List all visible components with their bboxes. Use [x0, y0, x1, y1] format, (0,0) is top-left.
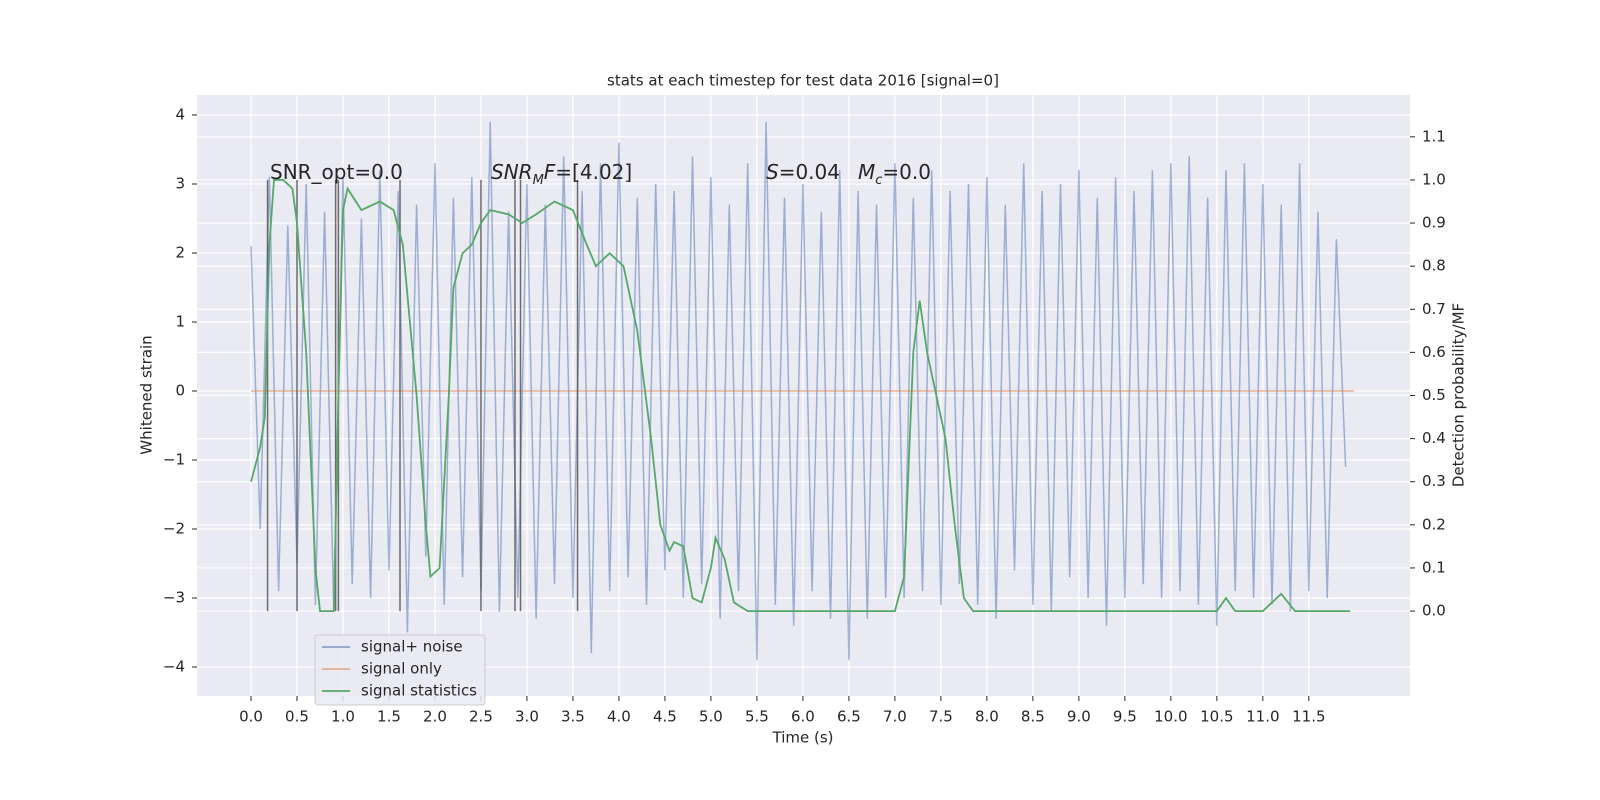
y2-tick-label: 0.4 [1422, 429, 1446, 447]
y2-tick-label: 0.8 [1422, 257, 1446, 275]
x-tick-label: 11.0 [1246, 708, 1279, 726]
y-tick-label: −4 [163, 658, 185, 676]
legend-box [314, 634, 486, 706]
x-tick-label: 8.5 [1021, 708, 1045, 726]
y2-tick-label: 1.0 [1422, 170, 1446, 188]
y2-tick-label: 0.9 [1422, 214, 1446, 232]
legend-label: signal+ noise [361, 638, 463, 656]
y2-tick-label: 0.2 [1422, 515, 1446, 533]
y-tick-label: 1 [175, 313, 185, 331]
x-tick-label: 5.5 [745, 708, 769, 726]
legend-label: signal statistics [361, 682, 477, 700]
x-tick-label: 2.0 [423, 708, 447, 726]
y2-tick-label: 0.0 [1422, 602, 1446, 620]
y2-tick-label: 0.3 [1422, 472, 1446, 490]
y2-tick-label: 1.1 [1422, 127, 1446, 145]
series-line [250, 179, 1351, 612]
y-tick-label: 4 [175, 106, 185, 124]
x-tick-label: 8.0 [975, 708, 999, 726]
y-tick-label: 2 [175, 244, 185, 262]
y-tick-label: 3 [175, 175, 185, 193]
y-tick-label: −3 [163, 589, 185, 607]
x-tick-label: 9.5 [1113, 708, 1137, 726]
x-tick-label: 0.0 [239, 708, 263, 726]
x-tick-label: 6.5 [837, 708, 861, 726]
x-tick-label: 0.5 [285, 708, 309, 726]
legend-label: signal only [361, 660, 442, 678]
annotation: S=0.04 [766, 160, 840, 184]
annotation-part: =[4.02] [555, 160, 632, 184]
x-tick-label: 1.0 [331, 708, 355, 726]
annotation-part: SNR [491, 160, 533, 184]
annotation: SNRMF=[4.02] [491, 160, 632, 189]
annotation-part: M [533, 173, 544, 188]
y2-tick-label: 0.5 [1422, 386, 1446, 404]
y-tick-label: 0 [175, 382, 185, 400]
x-tick-label: 5.0 [699, 708, 723, 726]
x-tick-label: 10.0 [1154, 708, 1187, 726]
x-tick-label: 9.0 [1067, 708, 1091, 726]
annotation-part: =0.0 [882, 160, 931, 184]
x-tick-label: 2.5 [469, 708, 493, 726]
x-tick-label: 3.0 [515, 708, 539, 726]
x-tick-label: 4.5 [653, 708, 677, 726]
x-tick-label: 3.5 [561, 708, 585, 726]
annotation-part: F [544, 160, 556, 184]
annotation-part: c [875, 173, 882, 188]
y-tick-label: −1 [163, 451, 185, 469]
x-tick-label: 10.5 [1200, 708, 1233, 726]
y2-tick-label: 0.7 [1422, 300, 1446, 318]
annotation: SNR_opt=0.0 [270, 160, 403, 184]
x-axis-label: Time (s) [772, 729, 834, 747]
y-axis-label: Whitened strain [138, 335, 156, 454]
x-tick-label: 6.0 [791, 708, 815, 726]
y-tick-label: −2 [163, 520, 185, 538]
x-tick-label: 1.5 [377, 708, 401, 726]
x-tick-label: 7.0 [883, 708, 907, 726]
annotation-part: =0.04 [779, 160, 840, 184]
annotation-part: M [858, 160, 875, 184]
y2-tick-label: 0.1 [1422, 558, 1446, 576]
chart-title: stats at each timestep for test data 201… [607, 72, 999, 90]
y2-axis-label: Detection probability/MF [1450, 303, 1468, 487]
annotation-part: S [766, 160, 779, 184]
x-tick-label: 7.5 [929, 708, 953, 726]
series-line [250, 121, 1347, 661]
x-tick-label: 11.5 [1292, 708, 1325, 726]
y2-tick-label: 0.6 [1422, 343, 1446, 361]
x-tick-label: 4.0 [607, 708, 631, 726]
annotation-part: SNR_opt=0.0 [270, 160, 403, 184]
annotation: Mc=0.0 [858, 160, 931, 189]
